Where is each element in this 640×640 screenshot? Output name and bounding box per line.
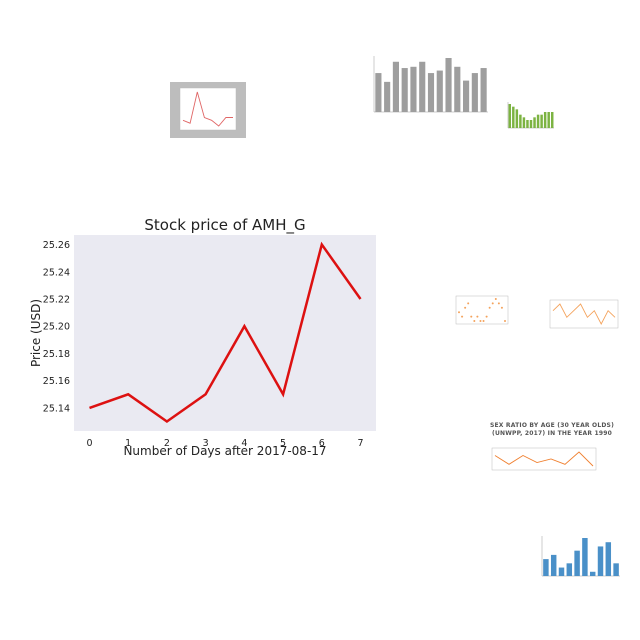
thumbnail-stock-chart — [170, 82, 246, 138]
thumbnail-bar — [582, 538, 588, 576]
y-tick-label: 25.20 — [43, 322, 70, 333]
y-tick-label: 25.26 — [43, 240, 70, 251]
y-tick-label: 25.18 — [43, 349, 70, 360]
thumbnail-series-line — [552, 303, 616, 325]
thumbnail-scatter-point — [476, 315, 479, 318]
thumbnail-bar — [536, 114, 540, 128]
thumbnail-scatter-point — [467, 302, 470, 305]
thumbnail-scatter-point — [504, 320, 506, 322]
x-tick-label: 4 — [241, 438, 247, 449]
x-tick-label: 7 — [357, 438, 363, 449]
thumbnail-green-bar-chart — [502, 96, 558, 132]
x-axis-label: Number of Days after 2017-08-17 — [123, 444, 326, 458]
thumbnail-green-bar-chart-svg — [507, 102, 554, 129]
x-tick-label: 0 — [86, 438, 92, 449]
price-series-points — [89, 244, 361, 422]
thumbnail-scatter-point — [464, 306, 467, 309]
chart-title: Stock price of AMH_G — [144, 216, 305, 235]
thumbnail-scatter-point — [491, 302, 494, 305]
thumbnail-bar — [550, 554, 557, 576]
thumbnail-bar — [543, 559, 549, 576]
thumbnail-scatter-point — [494, 298, 497, 300]
thumbnail-bar — [508, 104, 512, 128]
x-tick-label: 3 — [203, 438, 209, 449]
thumbnail-scatter-point — [473, 320, 476, 322]
thumbnail-bar — [392, 61, 399, 112]
thumbnail-bar — [613, 563, 619, 576]
thumbnail-bar — [454, 66, 461, 112]
thumbnail-plot-area — [455, 295, 509, 325]
thumbnail-scatter-point — [500, 306, 503, 309]
thumbnail-scatter-point — [470, 315, 473, 318]
thumbnail-bar — [574, 550, 580, 576]
y-tick-label: 25.16 — [43, 376, 70, 387]
sex-ratio-thumbnail-title: SEX RATIO BY AGE (30 YEAR OLDS) (UNWPP, … — [489, 422, 615, 437]
y-tick-label: 25.24 — [43, 267, 70, 278]
thumbnail-bar — [519, 114, 522, 128]
thumbnail-bar — [419, 61, 426, 112]
thumbnail-bar — [463, 80, 470, 112]
thumbnail-scatter-point — [485, 315, 488, 318]
thumbnail-bar — [436, 70, 443, 112]
thumbnail-bar — [526, 120, 529, 128]
thumbnail-bar — [375, 73, 382, 112]
thumbnail-scatter-point — [497, 302, 500, 305]
thumbnail-bar — [512, 106, 515, 128]
thumbnail-bar — [547, 112, 550, 128]
thumbnail-bar — [471, 73, 478, 112]
thumbnail-orange-scatter — [448, 292, 512, 330]
thumbnail-blue-bar-chart-svg — [541, 536, 620, 577]
thumbnail-bar — [410, 66, 417, 112]
thumbnail-orange-line-small-svg — [549, 299, 619, 329]
thumbnail-sex-ratio-svg — [491, 447, 597, 471]
thumbnail-plot-area — [179, 87, 237, 131]
thumbnail-scatter-point — [458, 311, 460, 314]
thumbnail-stock-chart-svg — [170, 82, 246, 138]
thumbnail-blue-bar-chart — [524, 528, 624, 586]
plot-area — [74, 235, 376, 431]
thumbnail-bar — [550, 112, 554, 128]
price-series-line — [89, 241, 362, 424]
thumbnail-scatter-point — [461, 315, 464, 318]
thumbnail-sex-ratio-chart — [482, 444, 598, 490]
main-line-chart: Stock price of AMH_G 25.14 25.16 25.18 25.2… — [29, 216, 376, 458]
thumbnail-bar — [401, 68, 408, 112]
thumbnail-bar — [558, 567, 565, 576]
thumbnail-bar — [533, 117, 536, 128]
y-tick-label: 25.22 — [43, 294, 70, 305]
thumbnail-bar — [543, 112, 547, 128]
thumbnail-grey-bar-chart — [366, 50, 492, 120]
thumbnail-scatter-point — [482, 320, 485, 322]
x-tick-label: 6 — [319, 438, 325, 449]
thumbnail-orange-line-small — [542, 292, 622, 338]
thumbnail-scatter-point — [479, 320, 482, 322]
thumbnail-bar — [427, 73, 435, 112]
thumbnail-bar — [540, 114, 543, 128]
thumbnail-bar — [529, 120, 533, 128]
x-tick-label: 1 — [125, 438, 131, 449]
thumbnail-series-line — [182, 91, 233, 127]
x-axis-ticks: 0 1 2 3 4 5 6 7 — [86, 438, 363, 449]
thumbnail-series-line — [494, 451, 594, 467]
thumbnail-bar — [515, 109, 519, 128]
y-tick-label: 25.14 — [43, 403, 70, 414]
thumbnail-bar — [384, 81, 391, 112]
y-axis-label: Price (USD) — [29, 299, 43, 367]
thumbnail-bar — [605, 542, 612, 576]
thumbnail-plot-area — [491, 447, 597, 471]
thumbnail-bar — [597, 546, 604, 576]
x-tick-label: 2 — [164, 438, 170, 449]
thumbnail-scatter-point — [488, 306, 491, 309]
thumbnail-bar — [566, 563, 573, 576]
thumbnail-orange-scatter-svg — [455, 295, 509, 325]
thumbnail-bar — [589, 571, 596, 576]
x-tick-label: 5 — [280, 438, 286, 449]
thumbnail-bar — [522, 117, 526, 128]
thumbnail-bar — [445, 58, 452, 112]
thumbnail-grey-bar-chart-svg — [373, 56, 488, 113]
thumbnail-bar — [480, 68, 487, 112]
y-axis-ticks: 25.14 25.16 25.18 25.20 25.22 25.24 25.26 — [43, 240, 70, 414]
